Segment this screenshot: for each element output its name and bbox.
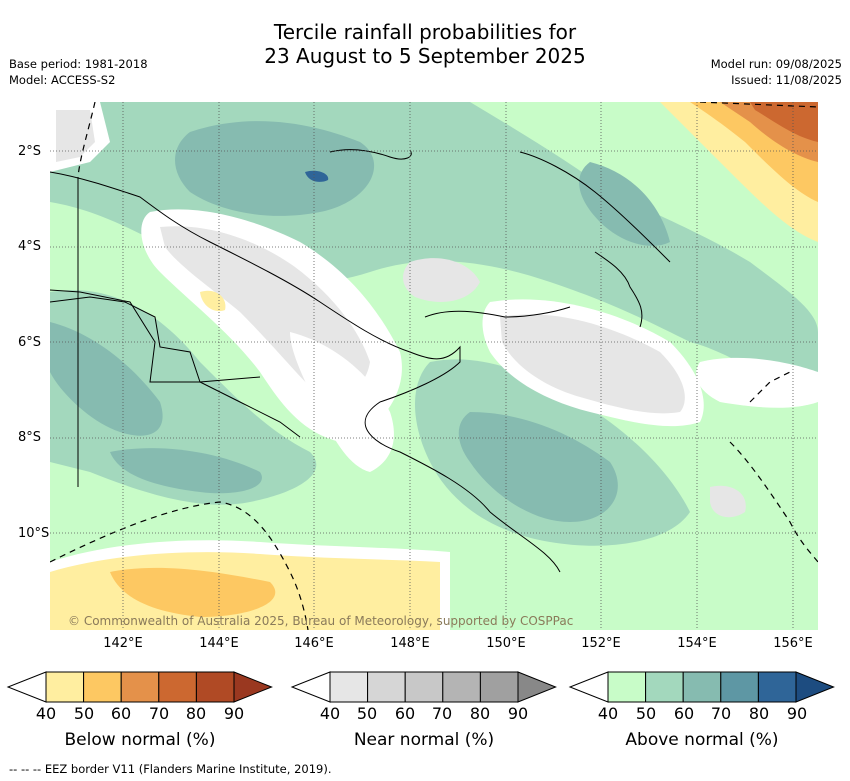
- legend-above-swatch-2: [682, 671, 722, 703]
- map-title: Tercile rainfall probabilities for 23 Au…: [0, 20, 850, 68]
- legend-above-tick-80: 80: [748, 704, 770, 723]
- gridlines: [50, 102, 818, 630]
- title-line-1: Tercile rainfall probabilities for: [273, 20, 577, 44]
- legend-above-tick-50: 50: [635, 704, 657, 723]
- eez-footer-note: -- -- -- EEZ border V11 (Flanders Marine…: [9, 762, 332, 776]
- legend-near-swatch-3: [442, 671, 481, 703]
- legend-above-tick-40: 40: [597, 704, 619, 723]
- lat-label-4s: 4°S: [18, 239, 42, 254]
- legend-near-tick-40: 40: [319, 704, 341, 723]
- legend-near-swatch-0: [329, 671, 369, 703]
- lat-label-8s: 8°S: [18, 430, 42, 445]
- below-normal-zones: [50, 102, 818, 630]
- meta-left: Base period: 1981-2018 Model: ACCESS-S2: [9, 56, 148, 88]
- legend-near-swatch-1: [367, 671, 406, 703]
- legend-below-low-triangle: [6, 671, 47, 703]
- lon-label-150e: 150°E: [486, 636, 526, 651]
- legend-below-tick-50: 50: [73, 704, 95, 723]
- legend-below-tick-80: 80: [185, 704, 207, 723]
- lon-label-142e: 142°E: [103, 636, 143, 651]
- rainfall-map: [50, 102, 818, 630]
- legend-below-swatch-4: [195, 671, 235, 703]
- legend-near-tick-90: 90: [507, 704, 529, 723]
- issued-date: Issued: 11/08/2025: [731, 73, 842, 87]
- legend-near-tick-60: 60: [394, 704, 416, 723]
- legend-below-swatch-2: [120, 671, 160, 703]
- lon-label-146e: 146°E: [294, 636, 334, 651]
- legend-below-swatch-3: [158, 671, 197, 703]
- lon-label-154e: 154°E: [677, 636, 717, 651]
- legend-near-tick-80: 80: [469, 704, 491, 723]
- base-period: Base period: 1981-2018: [9, 57, 148, 71]
- legend-above-tick-60: 60: [673, 704, 695, 723]
- legend-near-swatch-5: [517, 671, 557, 703]
- legend-above-swatch-5: [795, 671, 835, 703]
- lon-label-148e: 148°E: [390, 636, 430, 651]
- copyright-notice: © Commonwealth of Australia 2025, Bureau…: [68, 614, 574, 628]
- legend-below-tick-40: 40: [35, 704, 57, 723]
- lon-label-152e: 152°E: [581, 636, 621, 651]
- lat-label-10s: 10°S: [18, 526, 50, 541]
- model-run: Model run: 09/08/2025: [710, 57, 842, 71]
- legend-above-swatch-3: [720, 671, 759, 703]
- legend-above-swatch-4: [757, 671, 797, 703]
- legend-below-swatch-0: [45, 671, 85, 703]
- legend-above-tick-90: 90: [786, 704, 808, 723]
- eez-borders: [50, 102, 818, 630]
- legend-near-tick-50: 50: [356, 704, 378, 723]
- lat-label-6s: 6°S: [18, 335, 42, 350]
- legend-above-swatch-1: [645, 671, 684, 703]
- title-line-2: 23 August to 5 September 2025: [264, 44, 586, 68]
- lon-label-156e: 156°E: [773, 636, 813, 651]
- lat-label-2s: 2°S: [18, 144, 42, 159]
- legend-below-tick-70: 70: [148, 704, 170, 723]
- legend-near-tick-70: 70: [431, 704, 453, 723]
- legend-near-swatch-2: [404, 671, 444, 703]
- legend-above-tick-70: 70: [710, 704, 732, 723]
- legend-above-swatch-0: [607, 671, 647, 703]
- lon-label-144e: 144°E: [199, 636, 239, 651]
- legend-below-swatch-5: [233, 671, 273, 703]
- legend-below-tick-60: 60: [110, 704, 132, 723]
- coastlines: [50, 149, 671, 573]
- model-name: Model: ACCESS-S2: [9, 73, 116, 87]
- meta-right: Model run: 09/08/2025 Issued: 11/08/2025: [711, 56, 842, 88]
- near-normal-zones: [50, 102, 818, 518]
- legend-near-label: Near normal (%): [353, 730, 495, 750]
- legend-above-low-triangle: [568, 671, 609, 703]
- legend-colorbars: [6, 671, 835, 703]
- legend-below-label: Below normal (%): [64, 730, 216, 750]
- legend-above-label: Above normal (%): [625, 730, 779, 750]
- legend-near-low-triangle: [290, 671, 331, 703]
- legend-near-swatch-4: [479, 671, 519, 703]
- above-normal-zones: [50, 102, 818, 546]
- legend-below-tick-90: 90: [223, 704, 245, 723]
- legend-below-swatch-1: [83, 671, 122, 703]
